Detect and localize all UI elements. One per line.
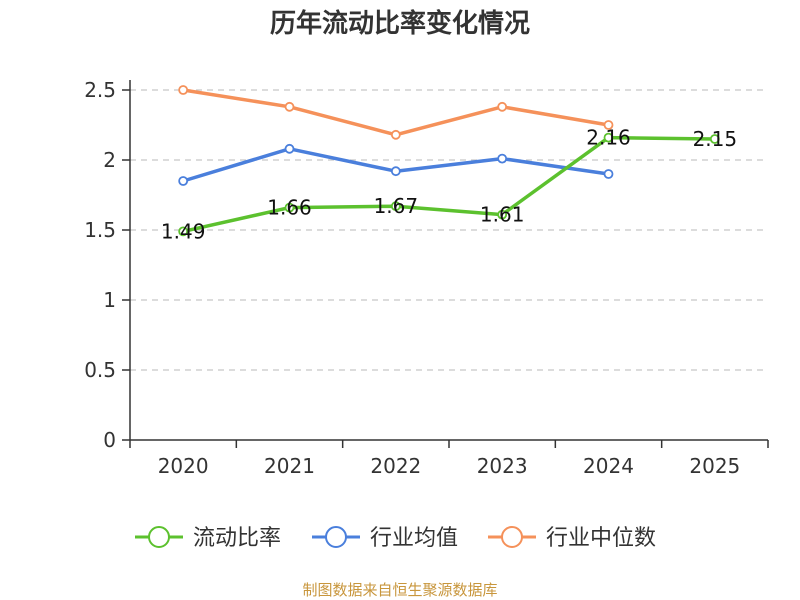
- y-tick-label: 1.5: [84, 218, 116, 242]
- data-label: 1.66: [267, 196, 312, 220]
- data-point-industry_avg[interactable]: [390, 166, 401, 177]
- data-label: 1.67: [374, 194, 419, 218]
- x-tick-label: 2023: [477, 454, 528, 478]
- legend[interactable]: 流动比率 行业均值 行业中位数: [135, 526, 656, 551]
- data-point-ratio[interactable]: [284, 202, 295, 213]
- data-point-industry_median[interactable]: [603, 120, 614, 130]
- series: [178, 85, 720, 237]
- x-tick-label: 2021: [264, 454, 315, 478]
- x-tick-label: 2022: [370, 454, 421, 478]
- data-point-ratio[interactable]: [497, 209, 508, 220]
- source-note: 制图数据来自恒生聚源数据库: [302, 581, 497, 599]
- series-industry_avg: [178, 143, 614, 186]
- data-point-industry_median[interactable]: [284, 101, 295, 112]
- data-point-industry_median[interactable]: [497, 101, 508, 112]
- series-ratio: [178, 132, 720, 237]
- data-point-industry_median[interactable]: [390, 129, 401, 140]
- legend-label: 流动比率: [193, 526, 281, 551]
- data-point-ratio[interactable]: [603, 132, 614, 143]
- legend-item-industry_avg[interactable]: 行业均值: [312, 526, 458, 551]
- x-tick-label: 2024: [583, 454, 634, 478]
- legend-label: 行业均值: [370, 526, 458, 551]
- data-label: 1.61: [480, 203, 525, 227]
- y-tick-label: 1: [103, 288, 116, 312]
- axes: 0 0.5 1 1.5 2 2.5 2020 2021 2022 2023 2024 2025: [84, 78, 769, 478]
- legend-label: 行业中位数: [546, 526, 656, 551]
- data-label: 2.16: [586, 126, 631, 150]
- data-point-industry_median[interactable]: [178, 85, 189, 95]
- series-line-industry_avg: [182, 147, 609, 183]
- series-line-industry_median: [182, 88, 609, 137]
- grid: [130, 89, 768, 371]
- data-labels: 1.49 1.66 1.67 1.61 2.16 2.15: [161, 126, 737, 244]
- legend-item-ratio[interactable]: 流动比率: [135, 526, 281, 551]
- data-point-ratio[interactable]: [178, 226, 189, 237]
- series-line-ratio: [182, 135, 715, 234]
- x-tick-label: 2020: [158, 454, 209, 478]
- legend-item-industry_median[interactable]: 行业中位数: [488, 526, 656, 551]
- legend-marker: [501, 526, 523, 548]
- y-tick-label: 2.5: [84, 78, 116, 102]
- y-tick-label: 0.5: [84, 358, 116, 382]
- y-tick-label: 0: [103, 428, 116, 452]
- data-label: 1.49: [161, 219, 206, 243]
- series-industry_median: [178, 85, 614, 140]
- data-label: 2.15: [693, 127, 738, 151]
- data-point-industry_avg[interactable]: [284, 143, 295, 154]
- x-tick-label: 2025: [689, 454, 740, 478]
- data-point-industry_avg[interactable]: [178, 176, 189, 186]
- data-point-ratio[interactable]: [709, 134, 720, 144]
- data-point-ratio[interactable]: [390, 201, 401, 212]
- chart-title: 历年流动比率变化情况: [270, 8, 530, 39]
- y-tick-label: 2: [103, 148, 116, 172]
- legend-marker: [148, 526, 170, 548]
- data-point-industry_avg[interactable]: [603, 169, 614, 179]
- data-point-industry_avg[interactable]: [497, 153, 508, 164]
- legend-marker: [325, 526, 347, 548]
